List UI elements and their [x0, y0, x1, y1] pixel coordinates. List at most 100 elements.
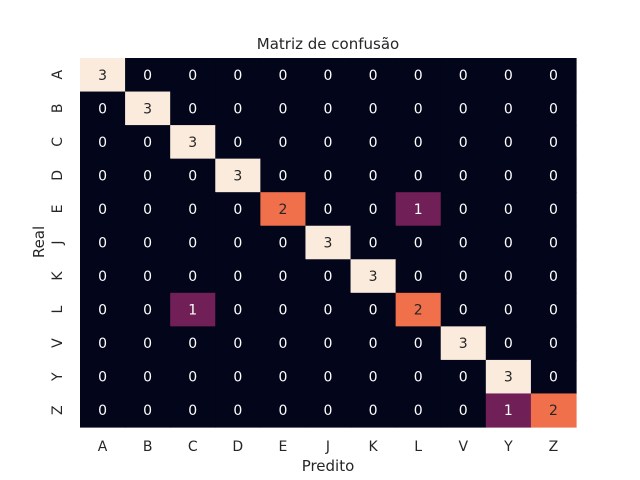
heatmap-cell — [215, 225, 261, 260]
cell-value-label: 3 — [143, 101, 152, 117]
cell-value-label: 0 — [233, 101, 242, 117]
heatmap-cell — [80, 58, 126, 93]
heatmap-cell — [305, 58, 352, 93]
cell-value-label: 0 — [143, 68, 152, 84]
heatmap-cell — [260, 359, 307, 395]
cell-value-label: 0 — [549, 269, 558, 285]
cell-value-label: 0 — [414, 403, 423, 419]
heatmap-cell — [260, 225, 307, 260]
heatmap-cell — [260, 58, 307, 93]
x-tick-label: Y — [503, 439, 513, 455]
cell-value-label: 0 — [98, 101, 107, 117]
heatmap-cell — [530, 259, 577, 294]
heatmap-cell — [440, 91, 487, 126]
heatmap-cell — [125, 192, 171, 227]
x-tick-label: B — [143, 439, 153, 455]
heatmap-cell — [170, 158, 216, 193]
heatmap-cell — [305, 125, 352, 160]
cell-value-label: 3 — [98, 68, 107, 84]
cell-value-label: 0 — [188, 370, 197, 386]
heatmap-cell — [530, 393, 577, 428]
heatmap-cell — [305, 393, 352, 428]
heatmap-cell — [440, 58, 487, 93]
y-tick-label: L — [50, 305, 66, 313]
heatmap-cell — [215, 292, 261, 327]
cell-value-label: 0 — [549, 370, 558, 386]
cell-value-label: 0 — [143, 303, 152, 319]
heatmap-cell — [260, 192, 307, 227]
x-tick-label: D — [232, 439, 243, 455]
cell-value-label: 0 — [459, 236, 468, 252]
cell-value-label: 0 — [143, 168, 152, 184]
cell-value-label: 0 — [143, 336, 152, 352]
heatmap-cell — [170, 192, 216, 227]
cell-value-label: 0 — [233, 370, 242, 386]
heatmap-cell — [440, 125, 487, 160]
cell-value-label: 0 — [278, 269, 287, 285]
heatmap-cell — [530, 225, 577, 260]
heatmap-cell — [305, 259, 352, 294]
y-tick-labels: A B C D E J K L V Y Z — [50, 70, 66, 415]
heatmap-cell — [530, 359, 577, 395]
cell-value-label: 0 — [98, 336, 107, 352]
cell-value-label: 0 — [369, 68, 378, 84]
heatmap-cell — [80, 326, 126, 361]
heatmap-cell — [530, 125, 577, 160]
heatmap-cell — [260, 259, 307, 294]
heatmap-cell — [395, 125, 442, 160]
cell-value-label: 0 — [278, 68, 287, 84]
cell-value-label: 0 — [143, 202, 152, 218]
cell-value-label: 0 — [188, 269, 197, 285]
heatmap-cell — [350, 359, 397, 395]
cell-value-label: 0 — [278, 370, 287, 386]
heatmap-cell — [395, 91, 442, 126]
heatmap-cell — [170, 125, 216, 160]
x-axis-label: Predito — [302, 457, 355, 475]
cell-value-label: 0 — [278, 303, 287, 319]
heatmap-cell — [125, 125, 171, 160]
cell-value-label: 0 — [324, 269, 333, 285]
heatmap-cell — [170, 91, 216, 126]
heatmap-cell — [170, 225, 216, 260]
heatmap-cell — [125, 326, 171, 361]
heatmap-cells: 3 0 0 0 0 0 0 0 0 0 0 0 3 0 0 0 0 0 0 0 0 0 0 0 3 0 0 0 0 0 0 0 0 0 0 0 3 0 0 0… — [80, 58, 577, 428]
cell-value-label: 0 — [98, 303, 107, 319]
heatmap-cell — [215, 393, 261, 428]
heatmap-cell — [440, 326, 487, 361]
cell-value-label: 0 — [233, 403, 242, 419]
cell-value-label: 0 — [414, 168, 423, 184]
cell-value-label: 0 — [549, 202, 558, 218]
heatmap-cell — [395, 225, 442, 260]
heatmap-cell — [440, 259, 487, 294]
heatmap-cell — [395, 158, 442, 193]
cell-value-label: 0 — [369, 236, 378, 252]
cell-value-label: 0 — [233, 336, 242, 352]
heatmap-cell — [530, 58, 577, 93]
heatmap-cell — [485, 192, 532, 227]
x-tick-label: C — [188, 439, 198, 455]
heatmap-cell — [80, 359, 126, 395]
cell-value-label: 0 — [188, 336, 197, 352]
cell-value-label: 0 — [233, 135, 242, 151]
heatmap-cell — [215, 359, 261, 395]
cell-value-label: 0 — [98, 370, 107, 386]
y-tick-label: A — [50, 70, 66, 80]
heatmap-cell — [440, 292, 487, 327]
cell-value-label: 0 — [98, 236, 107, 252]
cell-value-label: 0 — [549, 168, 558, 184]
heatmap-cell — [125, 259, 171, 294]
cell-value-label: 0 — [233, 236, 242, 252]
cell-value-label: 3 — [504, 370, 513, 386]
chart-title: Matriz de confusão — [257, 35, 399, 53]
x-tick-label: Z — [549, 439, 559, 455]
cell-value-label: 0 — [549, 236, 558, 252]
y-tick-label: J — [50, 240, 66, 245]
cell-value-label: 0 — [233, 68, 242, 84]
heatmap-cell — [215, 326, 261, 361]
heatmap-cell — [485, 125, 532, 160]
heatmap-cell — [485, 326, 532, 361]
heatmap-cell — [440, 393, 487, 428]
cell-value-label: 0 — [504, 303, 513, 319]
cell-value-label: 0 — [504, 236, 513, 252]
